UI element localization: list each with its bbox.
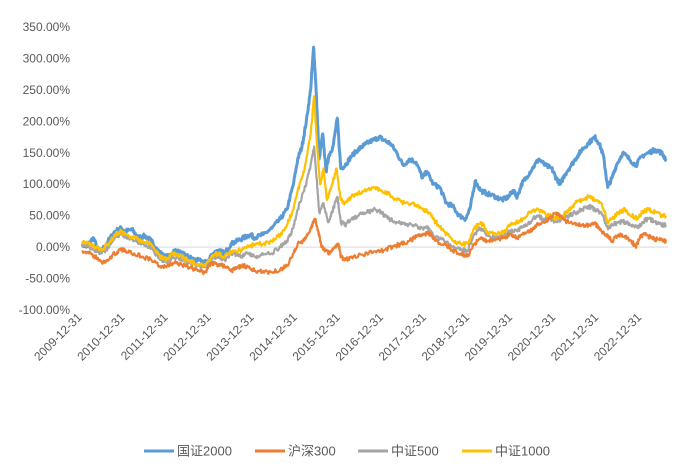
y-tick-label: 350.00% (23, 20, 71, 34)
y-tick-label: 150.00% (23, 146, 71, 160)
legend: 国证2000 沪深300 中证500 中证1000 (144, 444, 550, 459)
y-tick-label: 50.00% (29, 209, 70, 223)
legend-label: 沪深300 (288, 444, 336, 459)
y-tick-label: 100.00% (23, 177, 71, 191)
legend-label: 中证1000 (495, 444, 550, 459)
y-tick-label: -50.00% (25, 272, 70, 286)
series-line-1 (80, 45, 668, 266)
legend-label: 国证2000 (177, 444, 232, 459)
series-line-4 (81, 95, 667, 268)
y-axis: 350.00% 300.00% 250.00% 200.00% 150.00% 100.0… (19, 20, 71, 317)
series-line-2 (81, 211, 667, 275)
series-line-3 (81, 145, 667, 269)
y-tick-label: 0.00% (36, 240, 70, 254)
series-layer (80, 45, 668, 275)
legend-label: 中证500 (391, 444, 439, 459)
y-tick-label: 300.00% (23, 51, 71, 65)
y-tick-label: 200.00% (23, 114, 71, 128)
y-tick-label: -100.00% (19, 303, 71, 317)
y-tick-label: 250.00% (23, 83, 71, 97)
x-axis: 2009-12-312010-12-312011-12-312012-12-31… (31, 246, 668, 364)
